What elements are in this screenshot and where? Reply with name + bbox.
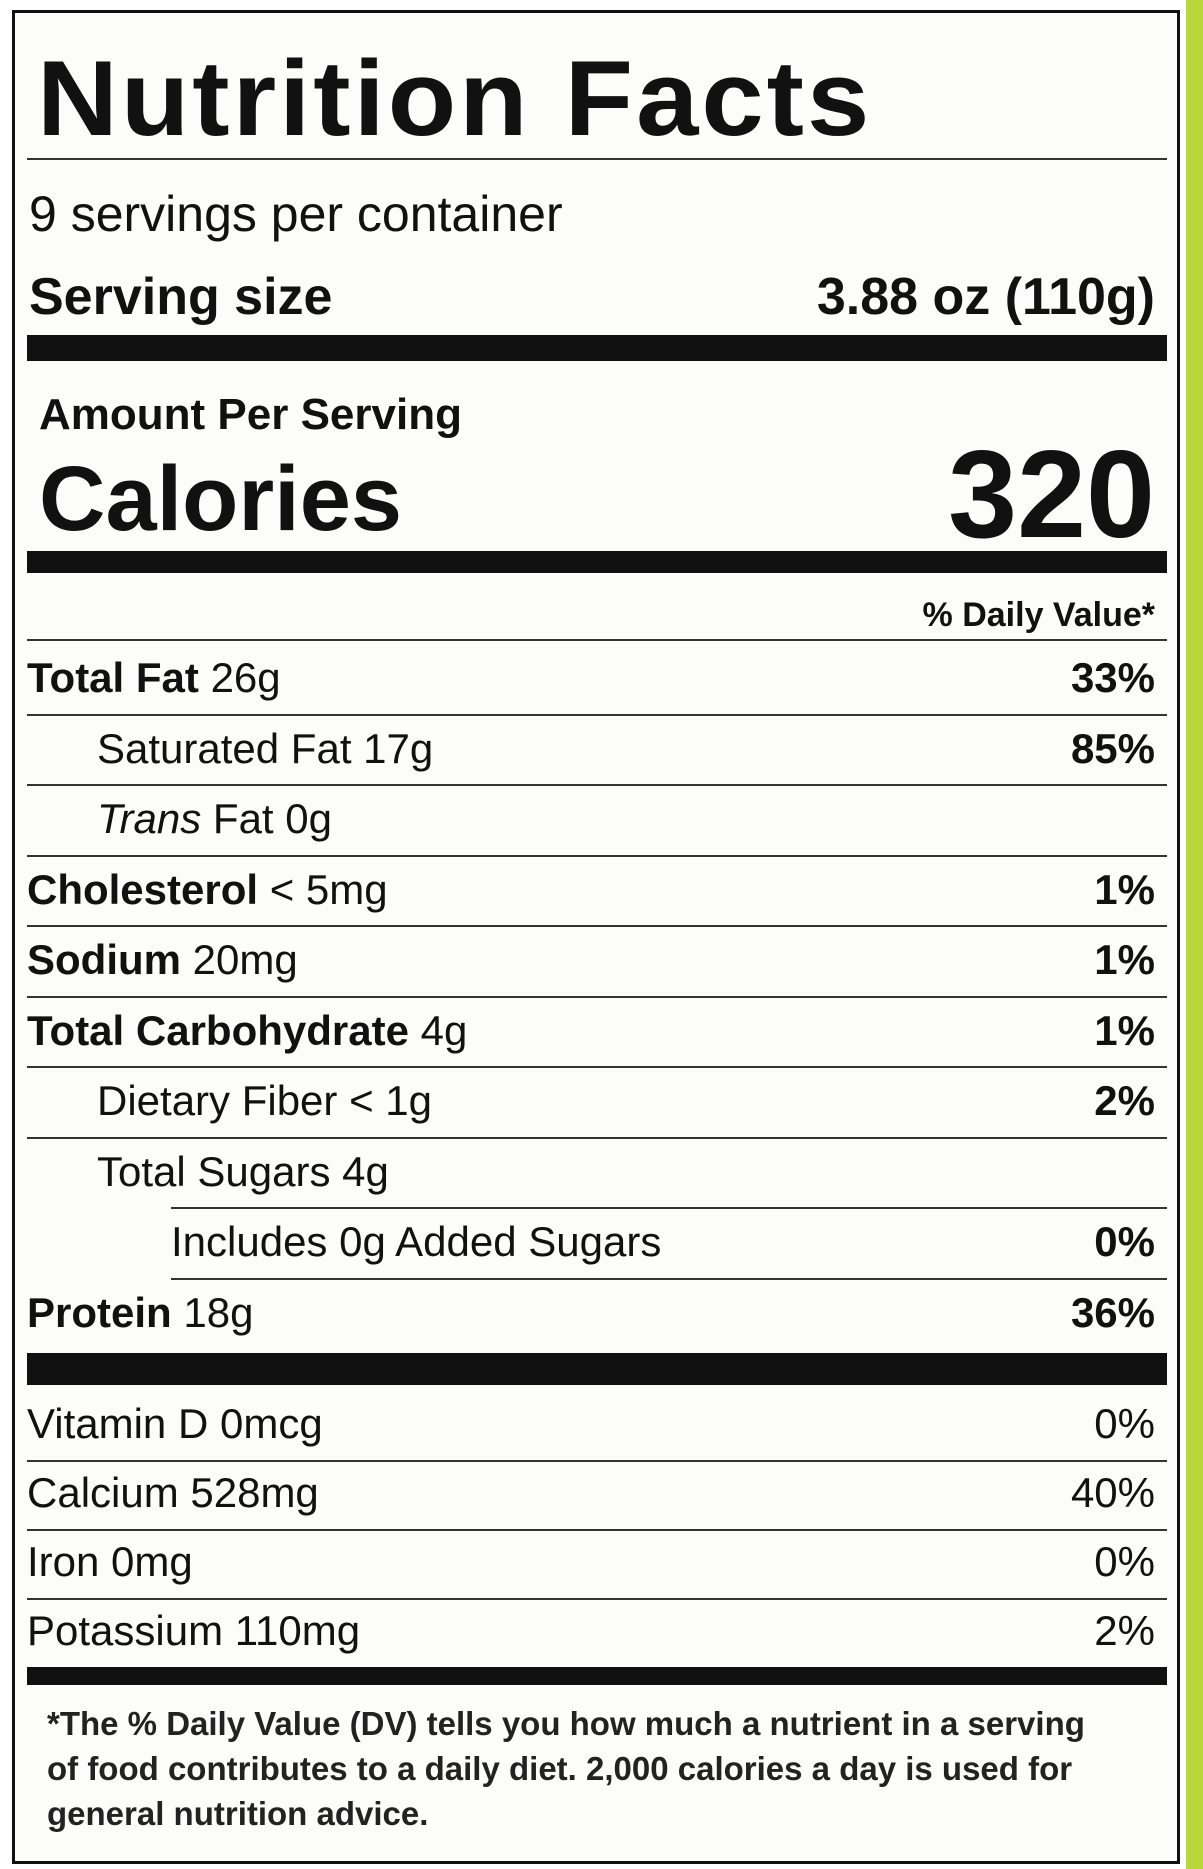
nutrient-amount: 17g [363, 724, 434, 772]
nutrient-name: Fat [212, 795, 274, 842]
rule [27, 1460, 1167, 1462]
servings: 9 servings per container [29, 186, 563, 242]
vitamin-name: Calcium [27, 1469, 179, 1516]
vitamin-amount: 0mg [111, 1538, 193, 1585]
nutrient-amount: < 5mg [269, 865, 388, 913]
vitamin-amount: 528mg [190, 1469, 319, 1516]
rule [27, 158, 1167, 160]
rule [27, 854, 1167, 857]
vitamin-dv: 0% [1094, 1400, 1155, 1447]
nutrient-name: Total Sugars [97, 1147, 331, 1195]
vitamin-name: Iron 0mg [27, 1541, 193, 1583]
rule [27, 1136, 1167, 1139]
nutrient-amount: 26g [210, 654, 281, 701]
calories-value: 320 [948, 426, 1155, 564]
nutrient-name: Trans Fat 0g [97, 798, 332, 840]
nutrient-amount: 0g [285, 795, 332, 842]
vitamin-dv: 0% [1094, 1538, 1155, 1585]
nutrient-amount: 20mg [192, 936, 298, 983]
nutrient-name: Total Fat 26g [27, 657, 281, 699]
rule [27, 1529, 1167, 1531]
nutrient-amount: 4g [342, 1147, 389, 1195]
vitamin-name: Potassium [27, 1607, 224, 1654]
nutrient-dv: 33% [1070, 654, 1155, 701]
vitamin-name: Vitamin D [27, 1400, 209, 1447]
nutrient-name: Total Carbohydrate 4g [27, 1006, 468, 1054]
nutrient-amount: 4g [420, 1006, 468, 1054]
package-edge [1186, 0, 1203, 1869]
vitamin-name: Potassium 110mg [27, 1610, 360, 1652]
vitamin-name: Vitamin D 0mcg [27, 1403, 323, 1445]
dv-header: % Daily Value* [922, 596, 1155, 634]
rule [171, 1207, 1167, 1209]
nutrient-name: Includes 0g Added Sugars [171, 1221, 661, 1263]
rule [27, 1598, 1167, 1600]
nutrient-name: Dietary Fiber < 1g [97, 1080, 432, 1122]
vitamin-dv: 40% [1070, 1469, 1155, 1516]
nutrient-name: Includes 0g Added Sugars [171, 1218, 662, 1265]
nutrient-dv: 1% [1094, 865, 1155, 913]
nutrient-name: Total Carbohydrate [27, 1006, 409, 1054]
vitamin-amount: 110mg [234, 1607, 361, 1654]
footnote: *The % Daily Value (DV) tells you how mu… [47, 1705, 1085, 1832]
rule [27, 713, 1167, 716]
nutrient-name: Protein 18g [27, 1288, 254, 1336]
serving-size-label: Serving size [29, 268, 333, 326]
nutrient-name: Protein [27, 1288, 172, 1336]
vitamin-name: Calcium 528mg [27, 1472, 319, 1514]
nutrient-name: Cholesterol [27, 865, 259, 913]
nutrient-name: Cholesterol < 5mg [27, 865, 388, 913]
rule [27, 995, 1167, 998]
nutrient-name: Total Sugars 4g [97, 1147, 389, 1195]
amount-per-serving: Amount Per Serving [39, 390, 462, 439]
nutrient-name: Dietary Fiber [97, 1077, 338, 1124]
nutrient-amount: 18g [183, 1288, 254, 1336]
nutrient-name: Saturated Fat [97, 724, 352, 772]
thick-rule [27, 551, 1167, 573]
nutrient-dv: 1% [1094, 1006, 1155, 1054]
nutrient-dv: 2% [1094, 1077, 1155, 1124]
nutrient-dv: 0% [1094, 1218, 1155, 1265]
nutrient-dv: 85% [1070, 724, 1155, 772]
nutrient-name: Sodium 20mg [27, 939, 298, 981]
nutrient-name: Sodium [27, 936, 181, 983]
vitamin-name: Iron [27, 1538, 100, 1585]
calories-label: Calories [39, 448, 403, 550]
nutrient-dv: 1% [1094, 936, 1155, 983]
thick-rule [27, 1353, 1167, 1385]
nutrient-name: Saturated Fat 17g [97, 724, 434, 772]
nutrient-amount: < 1g [349, 1077, 432, 1124]
rule [171, 1277, 1167, 1280]
nutrition-label: Nutrition Facts 9 servings per container… [12, 10, 1180, 1864]
thick-rule [27, 1667, 1167, 1685]
rule [27, 639, 1167, 641]
rule [27, 925, 1167, 927]
nutrient-dv: 36% [1070, 1288, 1155, 1336]
title: Nutrition Facts [37, 39, 873, 158]
rule [27, 784, 1167, 786]
vitamin-amount: 0mcg [219, 1400, 323, 1447]
nutrient-name-italic: Trans [97, 795, 202, 842]
nutrient-name: Total Fat [27, 654, 199, 701]
serving-size-value: 3.88 oz (110g) [816, 268, 1155, 326]
thick-rule [27, 335, 1167, 361]
rule [27, 1066, 1167, 1068]
vitamin-dv: 2% [1094, 1607, 1155, 1654]
